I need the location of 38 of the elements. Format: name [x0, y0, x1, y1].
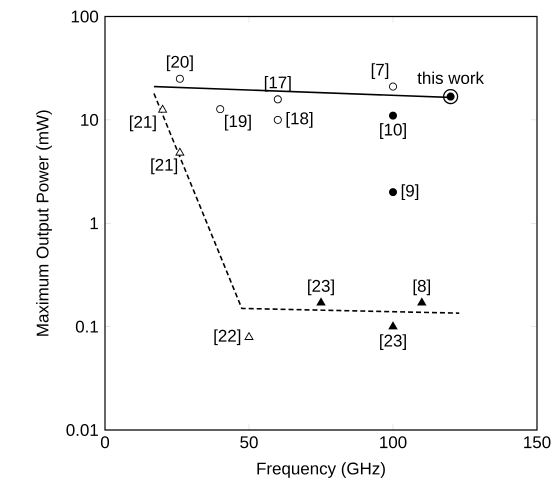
point: [388, 112, 398, 120]
annotation: this work: [417, 72, 484, 84]
x-tick-label: 150: [524, 436, 550, 448]
point: [388, 82, 398, 91]
annotation: [8]: [414, 279, 430, 296]
annotation: [21]: [151, 158, 178, 174]
annotation: [10]: [380, 123, 406, 139]
point: [176, 74, 184, 83]
point: [388, 322, 398, 330]
point: [244, 332, 254, 340]
y-tick-label: 10: [81, 114, 98, 126]
point: [417, 298, 426, 306]
point: [316, 298, 326, 306]
annotation: [7]: [372, 63, 388, 79]
y-tick-label: 0.1: [76, 320, 98, 333]
point: [388, 188, 398, 196]
x-tick-label: 0: [100, 436, 110, 448]
point: [175, 148, 184, 156]
annotation: [18]: [286, 112, 312, 128]
y-axis-title: Maximum Output Power (mW): [36, 110, 52, 336]
x-axis-title: Frequency (GHz): [257, 462, 385, 478]
annotation: [23]: [380, 334, 406, 350]
point: [216, 105, 224, 114]
annotation: [21]: [130, 115, 156, 132]
y-tick-label: 0.01: [66, 424, 98, 436]
point: [442, 88, 458, 104]
y-tick-label: 100: [72, 10, 98, 23]
annotation: [22]: [214, 329, 240, 346]
annotation: [9]: [402, 184, 418, 200]
annotation: [20]: [166, 55, 193, 72]
point: [274, 95, 282, 104]
annotation: [23]: [308, 279, 334, 296]
point: [274, 116, 282, 124]
y-tick-label: 1: [90, 217, 98, 230]
x-tick-label: 50: [240, 436, 258, 448]
x-tick-label: 100: [380, 436, 406, 448]
point: [158, 104, 168, 113]
annotation: [19]: [224, 114, 251, 131]
